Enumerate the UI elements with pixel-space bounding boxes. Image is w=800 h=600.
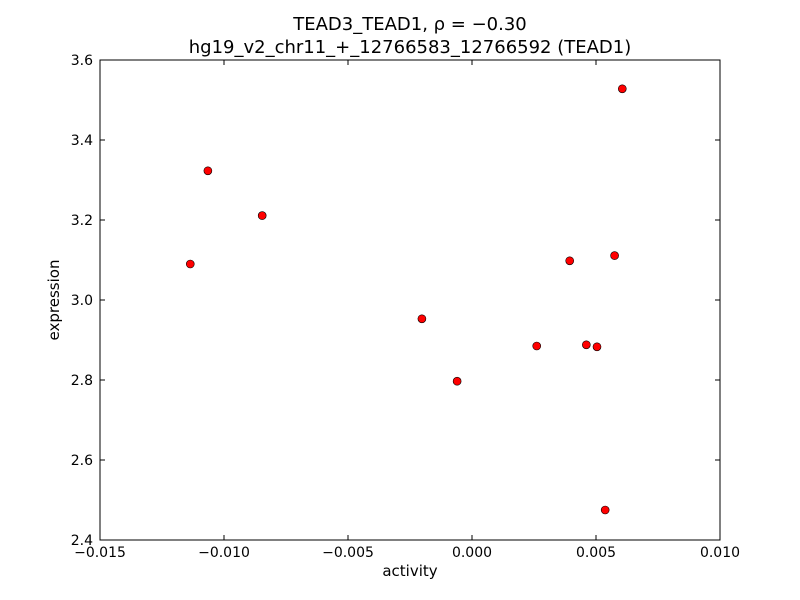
data-point — [417, 314, 427, 324]
y-tick-label: 3.4 — [71, 133, 93, 149]
chart-title-line1: TEAD3_TEAD1, ρ = −0.30 — [292, 14, 527, 35]
y-tick-label: 2.4 — [71, 533, 93, 549]
y-tick-label: 2.6 — [71, 453, 93, 469]
x-tick-label: 0.010 — [700, 545, 740, 561]
axis-ticks: −0.015 −0.010 −0.005 0.000 0.005 0.010 2.4 2.6 2… — [71, 53, 740, 561]
data-point — [452, 376, 462, 386]
y-tick-label: 3.2 — [71, 213, 93, 229]
x-tick-label: 0.005 — [576, 545, 616, 561]
y-tick-label: 3.0 — [71, 293, 93, 309]
data-point — [257, 211, 267, 220]
data-points — [185, 84, 627, 515]
data-point — [617, 84, 627, 94]
data-point — [565, 256, 575, 266]
x-tick-label: −0.015 — [74, 545, 126, 561]
x-tick-label: −0.005 — [322, 545, 374, 561]
data-point — [185, 259, 195, 269]
x-tick-label: −0.010 — [198, 545, 250, 561]
x-axis-label: activity — [382, 562, 437, 580]
chart-title-line2: hg19_v2_chr11_+_12766583_12766592 (TEAD1… — [189, 37, 632, 58]
data-point — [532, 341, 542, 351]
x-tick-label: 0.000 — [452, 545, 492, 561]
data-point — [582, 340, 591, 350]
data-point — [600, 505, 610, 515]
y-tick-label: 3.6 — [71, 53, 93, 69]
data-point — [592, 342, 602, 352]
plot-frame — [99, 59, 721, 541]
y-axis-label: expression — [45, 260, 63, 341]
data-point — [610, 251, 619, 260]
data-point — [203, 166, 213, 176]
y-tick-label: 2.8 — [71, 373, 93, 389]
